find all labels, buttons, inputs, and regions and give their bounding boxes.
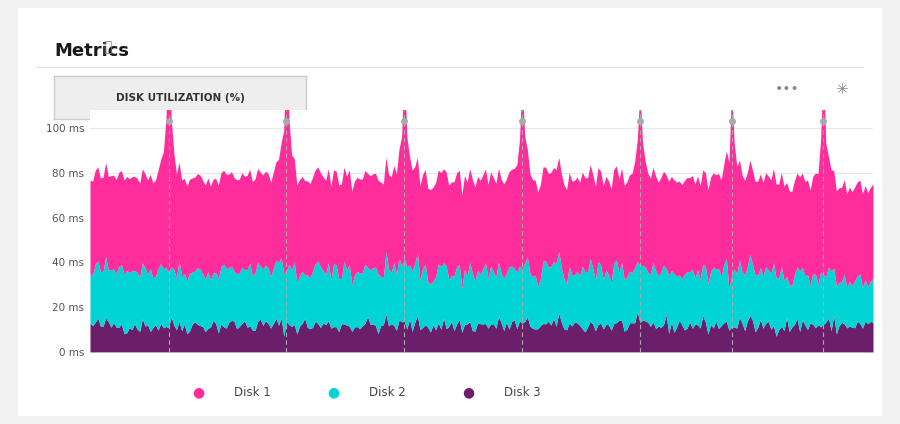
Text: ⓘ: ⓘ xyxy=(104,40,112,54)
Text: DISK UTILIZATION (%): DISK UTILIZATION (%) xyxy=(115,92,245,103)
Text: Disk 2: Disk 2 xyxy=(369,386,406,399)
Text: Disk 3: Disk 3 xyxy=(504,386,541,399)
Text: ✳: ✳ xyxy=(835,81,848,97)
Text: Metrics: Metrics xyxy=(54,42,129,60)
Text: ●: ● xyxy=(327,385,339,399)
Text: ●: ● xyxy=(462,385,474,399)
Text: ●: ● xyxy=(192,385,204,399)
Text: Disk 1: Disk 1 xyxy=(234,386,271,399)
Text: •••: ••• xyxy=(775,82,800,96)
